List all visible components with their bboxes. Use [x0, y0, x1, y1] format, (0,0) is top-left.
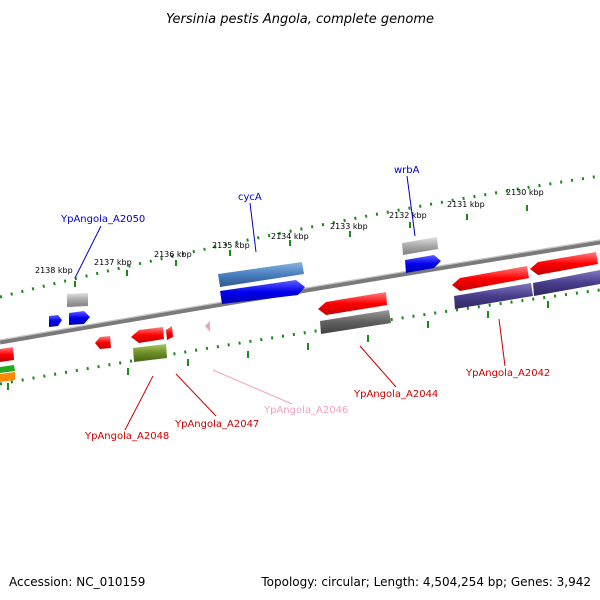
feature-yp-a2050-b[interactable] — [49, 315, 62, 327]
feature-wrba-grey[interactable] — [402, 237, 438, 255]
feature-left-orange[interactable] — [0, 372, 15, 382]
feature-yp-a2042-red-b[interactable] — [530, 252, 598, 275]
gene-label-yp-a2046[interactable]: YpAngola_A2046 — [263, 405, 348, 416]
inner-major-ticks — [7, 301, 549, 390]
accession-text: Accession: NC_010159 — [9, 575, 145, 589]
feature-yp-a2042[interactable] — [454, 283, 533, 309]
gene-label-wrba[interactable]: wrbA — [394, 165, 420, 176]
feature-yp-a2047-b[interactable] — [166, 326, 173, 340]
tick-label: 2133 kbp — [330, 222, 368, 231]
feature-yp-a2048-b[interactable] — [95, 336, 111, 349]
gene-label-yp-a2050[interactable]: YpAngola_A2050 — [60, 214, 145, 225]
feature-yp-a2044[interactable] — [320, 310, 391, 334]
outer-major-ticks — [74, 205, 528, 287]
label-connectors — [74, 175, 506, 431]
feature-cyca-steel[interactable] — [218, 262, 304, 287]
tick-label: 2136 kbp — [154, 250, 192, 259]
gene-label-yp-a2042[interactable]: YpAngola_A2042 — [465, 368, 550, 379]
feature-yp-a2047[interactable] — [131, 327, 164, 343]
tick-label: 2132 kbp — [389, 211, 427, 220]
gene-label-cyca[interactable]: cycA — [238, 192, 262, 203]
gene-label-yp-a2044[interactable]: YpAngola_A2044 — [353, 389, 438, 400]
tick-label: 2130 kbp — [506, 188, 544, 197]
feature-yp-a2048[interactable] — [133, 344, 167, 362]
feature-left-red[interactable] — [0, 347, 14, 362]
tick-labels: 2138 kbp 2137 kbp 2136 kbp 2135 kbp 2134… — [35, 188, 544, 275]
feature-yp-a2042-red-a[interactable] — [452, 266, 529, 291]
tick-label: 2137 kbp — [94, 258, 132, 267]
map-title: Yersinia pestis Angola, complete genome — [166, 12, 434, 27]
feature-wrba[interactable] — [405, 255, 441, 273]
feature-cyca[interactable] — [220, 280, 305, 304]
feature-left-green[interactable] — [0, 365, 15, 373]
tick-label: 2138 kbp — [35, 266, 73, 275]
feature-yp-a2050-c[interactable] — [69, 311, 90, 325]
feature-yp-a2050-a[interactable] — [67, 293, 88, 307]
tick-label: 2134 kbp — [271, 232, 309, 241]
gene-label-yp-a2047[interactable]: YpAngola_A2047 — [174, 419, 259, 430]
feature-yp-a2042-b[interactable] — [533, 270, 600, 296]
feature-yp-a2044-red[interactable] — [318, 292, 387, 315]
tick-label: 2135 kbp — [212, 241, 250, 250]
gene-label-yp-a2048[interactable]: YpAngola_A2048 — [84, 431, 169, 442]
tick-label: 2131 kbp — [447, 200, 485, 209]
genome-summary-text: Topology: circular; Length: 4,504,254 bp… — [260, 575, 591, 589]
feature-yp-a2046[interactable] — [205, 321, 210, 332]
